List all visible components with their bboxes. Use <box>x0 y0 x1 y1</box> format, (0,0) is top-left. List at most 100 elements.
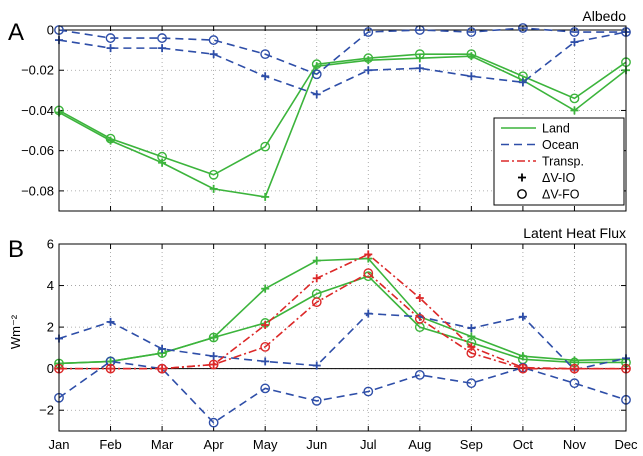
circle-marker <box>363 268 374 278</box>
panel-b-series-ocean-io <box>55 309 630 374</box>
series-line <box>58 312 627 371</box>
plus-marker <box>261 321 270 330</box>
xtick-label-feb: Feb <box>99 437 121 452</box>
xtick-label-nov: Nov <box>563 437 587 452</box>
plus-marker <box>158 344 167 353</box>
panel-b-letter: B <box>8 236 24 263</box>
plus-marker <box>570 38 579 47</box>
panel-a-series-ocean-fo <box>54 23 631 80</box>
plus-marker <box>312 256 321 265</box>
xtick-label-jun: Jun <box>306 437 327 452</box>
xtick-label-apr: Apr <box>204 437 225 452</box>
series-line <box>58 360 627 424</box>
circle-marker <box>157 151 167 162</box>
plus-marker <box>261 284 270 293</box>
circle-marker <box>260 49 271 60</box>
plus-marker <box>158 158 167 167</box>
xtick-label-sep: Sep <box>460 437 483 452</box>
circle-marker <box>208 332 219 343</box>
panel-b-frame <box>58 243 627 432</box>
series-line <box>59 272 626 370</box>
circle-marker <box>466 378 477 389</box>
xtick-label-oct: Oct <box>513 437 534 452</box>
panel-a-albedo: A Albedo 0 −0.02 −0.04 −0.06 −0.08 <box>8 8 631 212</box>
legend-label: ΔV-FO <box>542 188 580 202</box>
plus-marker <box>518 78 527 87</box>
legend-label: ΔV-IO <box>542 171 576 185</box>
legend: Land Ocean Transp. ΔV-IO ΔV-FO <box>493 117 625 206</box>
plus-marker <box>209 184 218 193</box>
circle-marker <box>208 417 219 428</box>
circle-marker <box>208 35 219 45</box>
plus-marker <box>415 64 424 73</box>
panel-b-ylabel: Wm⁻² <box>8 314 23 349</box>
xtick-label-dec: Dec <box>614 437 638 452</box>
circle-marker <box>363 53 374 64</box>
plus-marker <box>312 361 321 370</box>
panel-b-ytick-label: 4 <box>47 278 54 293</box>
panel-b-series-land-fo <box>54 271 631 369</box>
series-line <box>58 53 627 176</box>
circle-marker <box>569 363 580 374</box>
series-line <box>58 27 626 76</box>
legend-label: Transp. <box>542 155 584 169</box>
circle-marker <box>105 363 116 374</box>
panel-a-letter: A <box>8 19 24 46</box>
plus-marker <box>570 106 579 115</box>
circle-marker <box>157 363 167 374</box>
panel-b-ytick-label: 0 <box>47 361 54 376</box>
legend-plus-marker <box>518 173 526 182</box>
plus-marker <box>312 90 321 99</box>
panel-a-ytick-label: −0.08 <box>21 183 54 198</box>
series-line <box>58 257 627 365</box>
series-line <box>58 31 627 96</box>
series-line <box>59 253 626 370</box>
panel-b-series-ocean-fo <box>54 356 631 428</box>
panel-a-ytick-label: −0.02 <box>21 63 54 78</box>
legend-label: Land <box>542 122 570 136</box>
xtick-label-jul: Jul <box>360 437 377 452</box>
panel-a-title: Albedo <box>582 8 626 24</box>
circle-marker <box>466 348 477 358</box>
circle-marker <box>105 133 116 144</box>
circle-marker <box>260 383 271 394</box>
circle-marker <box>311 69 322 80</box>
plus-marker <box>209 50 218 59</box>
panel-b-ytick-label: 2 <box>47 320 54 335</box>
circle-marker <box>414 49 425 60</box>
series-line <box>58 55 627 198</box>
plus-marker <box>261 357 270 366</box>
xtick-label-aug: Aug <box>408 437 431 452</box>
circle-marker <box>311 59 322 70</box>
panel-a-ytick-label: −0.04 <box>21 103 54 118</box>
circle-marker <box>363 386 374 397</box>
plus-marker <box>364 309 373 318</box>
circle-marker <box>208 359 219 370</box>
circle-marker <box>518 23 528 33</box>
plus-marker <box>209 352 218 361</box>
circle-marker <box>569 27 580 37</box>
xtick-label-may: May <box>253 437 278 452</box>
panel-a-frame <box>58 25 627 212</box>
plus-marker <box>158 44 167 53</box>
panel-a-ytick-label: −0.06 <box>21 143 54 158</box>
legend-circle-marker <box>517 189 527 199</box>
plus-marker <box>261 72 270 81</box>
plus-marker <box>106 317 115 326</box>
plus-marker <box>415 294 424 303</box>
circle-marker <box>569 378 580 389</box>
panel-b-series-transp-io <box>55 250 630 373</box>
xtick-label-mar: Mar <box>151 437 174 452</box>
circle-marker <box>260 141 271 152</box>
panel-b-title: Latent Heat Flux <box>523 225 626 241</box>
legend-box <box>493 117 625 206</box>
circle-marker <box>208 169 219 180</box>
circle-marker <box>414 313 425 324</box>
panel-b-ytick-label: 6 <box>47 237 54 252</box>
circle-marker <box>311 297 322 308</box>
plus-marker <box>518 312 527 321</box>
panel-a-ytick-label: 0 <box>47 23 54 38</box>
panel-a-series-ocean-io <box>55 28 630 99</box>
panel-b-series-land-io <box>55 254 630 368</box>
